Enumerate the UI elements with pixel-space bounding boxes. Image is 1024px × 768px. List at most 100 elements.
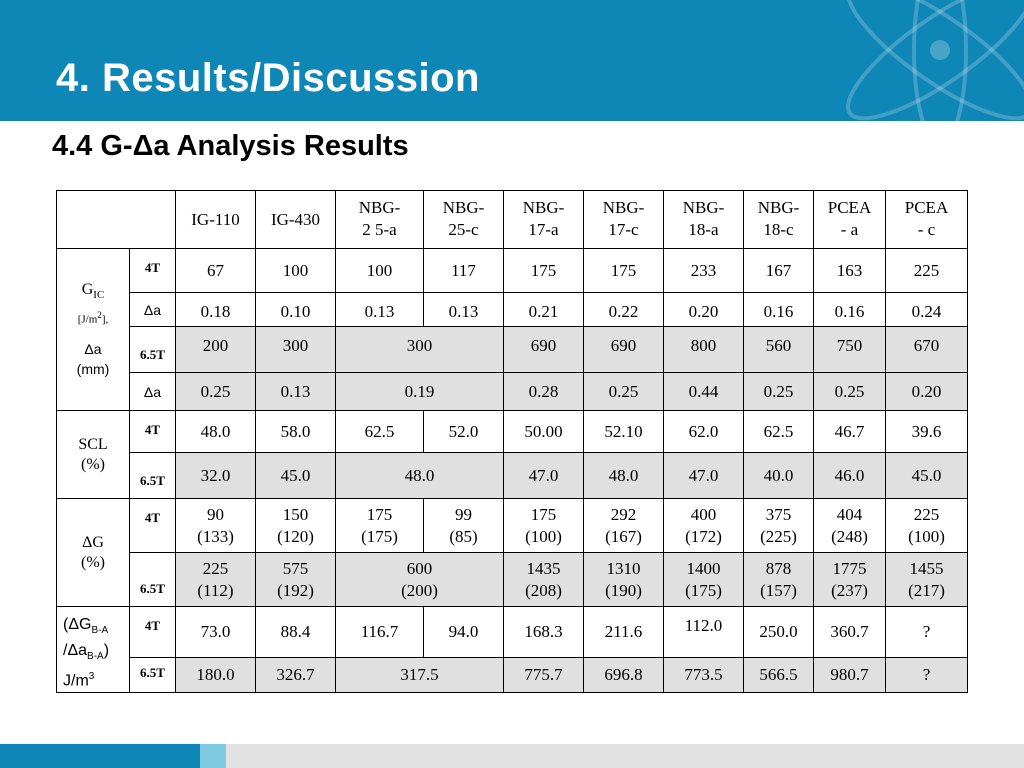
slide-title: 4. Results/Discussion: [56, 56, 480, 100]
sub-label: 4T: [129, 410, 176, 453]
table-cell: 48.0: [583, 452, 664, 499]
table-cell: 0.19: [335, 372, 504, 411]
table-cell: 292 (167): [583, 498, 664, 553]
column-header: NBG- 2 5-a: [335, 190, 424, 249]
table-cell: 404 (248): [813, 498, 886, 553]
table-cell: 175: [503, 248, 584, 293]
table-cell: 48.0: [335, 452, 504, 499]
table-cell: 0.16: [743, 292, 814, 327]
table-cell: 58.0: [255, 410, 336, 453]
table-cell: 690: [583, 326, 664, 373]
table-row: 6.5T 32.0 45.0 48.0 47.0 48.0 47.0 40.0 …: [57, 452, 968, 499]
table-cell: 1435 (208): [503, 552, 584, 607]
sub-label: 4T: [129, 498, 176, 553]
table-cell: 1775 (237): [813, 552, 886, 607]
table-cell: 0.13: [335, 292, 424, 327]
table-cell: 168.3: [503, 605, 584, 659]
table-cell: 45.0: [885, 452, 968, 499]
sub-label: Δa: [129, 292, 176, 327]
dg-row-header: ΔG (%): [56, 498, 130, 607]
table-cell: 211.6: [583, 605, 664, 659]
table-row: 6.5T 225 (112) 575 (192) 600 (200) 1435 (208…: [57, 552, 968, 607]
table-cell: 47.0: [663, 452, 744, 499]
table-cell: 32.0: [175, 452, 256, 499]
table-row: Δa 0.25 0.13 0.19 0.28 0.25 0.44 0.25 0.…: [57, 372, 968, 411]
table-header-row: IG-110 IG-430 NBG- 2 5-a NBG- 25-c NBG- …: [56, 190, 968, 249]
table-cell: 52.0: [423, 410, 504, 453]
table-cell: 62.0: [663, 410, 744, 453]
table-cell: 0.25: [175, 372, 256, 411]
table-cell: 99 (85): [423, 498, 504, 553]
footer-bar-gray: [226, 744, 1024, 768]
table-cell: 250.0: [743, 605, 814, 659]
table-cell: 62.5: [335, 410, 424, 453]
table-cell: 50.00: [503, 410, 584, 453]
table-cell: 878 (157): [743, 552, 814, 607]
table-cell: 360.7: [813, 605, 886, 659]
table-cell: 39.6: [885, 410, 968, 453]
table-cell: 88.4: [255, 605, 336, 659]
table-cell: 52.10: [583, 410, 664, 453]
table-cell: 800: [663, 326, 744, 373]
table-cell: 175 (100): [503, 498, 584, 553]
table-cell: 300: [255, 326, 336, 373]
table-cell: 1310 (190): [583, 552, 664, 607]
results-table: IG-110 IG-430 NBG- 2 5-a NBG- 25-c NBG- …: [56, 190, 968, 693]
table-cell: 116.7: [335, 605, 424, 659]
column-header: NBG- 17-a: [503, 190, 584, 249]
column-header: NBG- 18-c: [743, 190, 814, 249]
table-cell: 47.0: [503, 452, 584, 499]
table-cell: 670: [885, 326, 968, 373]
table-row: 6.5T 180.0 326.7 317.5 775.7 696.8 773.5…: [57, 657, 968, 693]
ratio-row-header: (ΔGB-A /ΔaB-A) J/m3: [56, 606, 130, 693]
table-row: ΔG (%) 4T 90 (133) 150 (120) 175 (175) 99 (8…: [56, 498, 968, 607]
table-cell: 40.0: [743, 452, 814, 499]
table-cell: 0.18: [175, 292, 256, 327]
sub-label: 6.5T: [129, 452, 176, 499]
header-bar: 4. Results/Discussion: [0, 0, 1024, 121]
table-cell: 175: [583, 248, 664, 293]
scl-row-header: SCL (%): [56, 410, 130, 499]
table-cell: 696.8: [583, 657, 664, 693]
table-cell: 400 (172): [663, 498, 744, 553]
table-cell: 100: [255, 248, 336, 293]
sub-label: 6.5T: [129, 326, 176, 373]
column-header: IG-430: [255, 190, 336, 249]
table-cell: 600 (200): [335, 552, 504, 607]
table-cell: 0.10: [255, 292, 336, 327]
footer-bar-blue: [0, 744, 200, 768]
column-header: PCEA - a: [813, 190, 886, 249]
table-row: 6.5T 200 300 300 690 690 800 560 750 670: [57, 326, 968, 373]
corner-cell: [56, 190, 176, 249]
table-cell: 0.21: [503, 292, 584, 327]
table-cell: 46.7: [813, 410, 886, 453]
table-cell: 0.20: [663, 292, 744, 327]
column-header: PCEA - c: [885, 190, 968, 249]
table-cell: 67: [175, 248, 256, 293]
table-cell: 233: [663, 248, 744, 293]
footer-bar-light: [200, 744, 226, 768]
table-cell: 200: [175, 326, 256, 373]
sub-label: 6.5T: [129, 657, 176, 693]
table-cell: 0.13: [423, 292, 504, 327]
table-cell: 1455 (217): [885, 552, 968, 607]
column-header: NBG- 18-a: [663, 190, 744, 249]
table-cell: 112.0: [663, 605, 744, 659]
table-row: GIC [J/m2], Δa (mm) 4T 67 100 100 117 17…: [56, 248, 968, 411]
table-cell: 980.7: [813, 657, 886, 693]
table-cell: 560: [743, 326, 814, 373]
column-header: IG-110: [175, 190, 256, 249]
table-cell: 180.0: [175, 657, 256, 693]
table-cell: 750: [813, 326, 886, 373]
table-cell: 690: [503, 326, 584, 373]
table-cell: 1400 (175): [663, 552, 744, 607]
table-cell: 575 (192): [255, 552, 336, 607]
table-cell: 45.0: [255, 452, 336, 499]
table-cell: ?: [885, 605, 968, 659]
table-cell: 375 (225): [743, 498, 814, 553]
column-header: NBG- 25-c: [423, 190, 504, 249]
table-cell: 225: [885, 248, 968, 293]
table-cell: 94.0: [423, 605, 504, 659]
table-cell: 175 (175): [335, 498, 424, 553]
table-cell: 225 (100): [885, 498, 968, 553]
